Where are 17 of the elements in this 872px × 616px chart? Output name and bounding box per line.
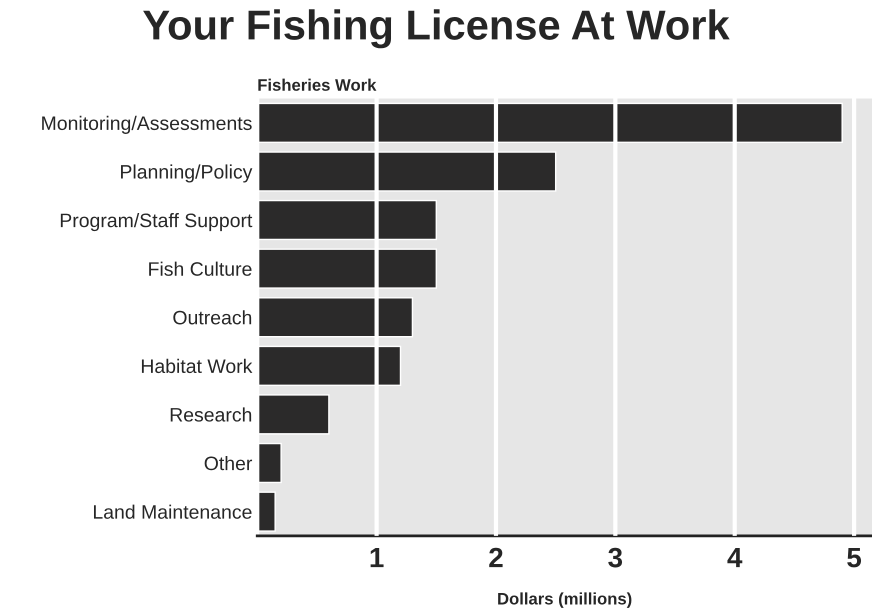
x-tick-label: 5 (847, 548, 862, 568)
x-tick-label: 2 (489, 548, 503, 568)
y-tick-label: Research (170, 407, 252, 422)
y-tick-label: Monitoring/Assessments (42, 116, 252, 134)
x-axis-title: Dollars (millions) (498, 592, 632, 608)
chart-subtitle: Fisheries Work (258, 78, 376, 91)
x-tick-label: 3 (608, 548, 622, 568)
x-tick-label: 4 (727, 548, 742, 568)
y-tick-label: Planning/Policy (121, 164, 252, 183)
y-tick-label: Outreach (173, 310, 252, 324)
y-tick-label: Habitat Work (142, 358, 252, 374)
x-tick-label: 1 (370, 548, 384, 568)
y-tick-label: Program/Staff Support (60, 213, 252, 232)
chart-title: Your Fishing License At Work (143, 9, 730, 48)
y-tick-label: Other (204, 456, 252, 470)
y-tick-label: Land Maintenance (94, 504, 252, 519)
y-tick-label: Fish Culture (149, 262, 252, 276)
